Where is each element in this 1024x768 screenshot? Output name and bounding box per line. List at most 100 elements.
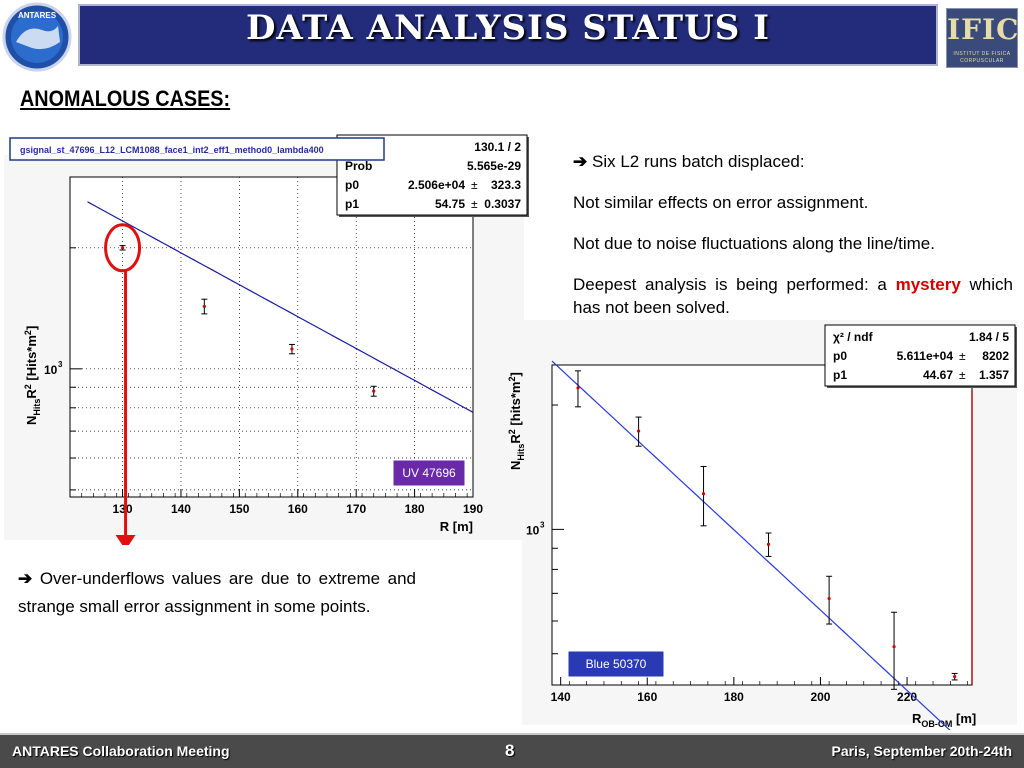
data-point	[765, 532, 772, 557]
right-note-3: Not due to noise fluctuations along the …	[573, 232, 1013, 255]
x-tick-label: 140	[551, 690, 571, 704]
stats-name: Prob	[345, 159, 372, 173]
arrow-right-icon: ➔	[18, 569, 33, 588]
section-heading: ANOMALOUS CASES:	[20, 86, 231, 111]
plot-frame	[69, 176, 474, 498]
x-axis-label-part: R	[912, 711, 922, 726]
ific-logo: IFIC INSTITUT DE FISICA CORPUSCULAR	[946, 8, 1018, 68]
left-note: ➔ Over-underflows values are due to extr…	[18, 565, 416, 621]
y-axis-label-part: 2	[23, 384, 33, 389]
run-tag-label: UV 47696	[402, 466, 456, 480]
stats-value: 1.84 / 5	[969, 330, 1009, 344]
y-axis-label-part: Hits	[32, 399, 42, 416]
left-note-text: Over-underflows values are due to extrem…	[18, 569, 416, 616]
right-note-2-text: Not similar effects on error assignment.	[573, 193, 869, 212]
run-tag-label: Blue 50370	[586, 657, 647, 671]
stats-value: 5.611e+04	[897, 349, 954, 363]
x-tick-label: 150	[229, 502, 249, 516]
data-point	[288, 343, 295, 355]
data-marker	[576, 386, 580, 390]
title-bar	[78, 4, 938, 66]
stats-name: p0	[833, 349, 847, 363]
x-tick-label: 180	[724, 690, 744, 704]
histogram-title-box: gsignal_st_47696_L12_LCM1088_face1_int2_…	[9, 137, 385, 161]
data-point	[370, 385, 377, 397]
footer-bar: ANTARES Collaboration Meeting 8 Paris, S…	[0, 733, 1024, 768]
ific-logo-sub: INSTITUT DE FISICA CORPUSCULAR	[953, 51, 1011, 64]
data-marker	[701, 492, 706, 496]
x-tick-label: 180	[405, 502, 425, 516]
stats-value: 5.565e-29	[467, 159, 521, 173]
data-marker	[202, 304, 206, 308]
x-tick-label: 130	[113, 502, 133, 516]
x-axis-label-part: OB-OM	[921, 719, 952, 729]
stats-name: p1	[345, 197, 359, 211]
data-point	[891, 611, 898, 690]
right-note-4: Deepest analysis is being performed: a m…	[573, 273, 1013, 319]
y-axis-label-part: N	[508, 461, 523, 470]
data-marker	[953, 675, 957, 679]
data-marker	[636, 429, 641, 433]
right-note-3-text: Not due to noise fluctuations along the …	[573, 234, 935, 253]
y-axis-label-part: 2	[23, 330, 33, 335]
data-point	[826, 575, 833, 625]
data-marker	[892, 645, 896, 649]
stats-pm: ±	[471, 178, 478, 192]
x-axis-label: ROB-OM [m]	[912, 711, 976, 729]
antares-logo-text: ANTARES	[18, 11, 57, 20]
x-tick-label: 170	[346, 502, 366, 516]
y-axis-label-part: [hits*m	[508, 382, 523, 430]
x-axis-label: R [m]	[440, 519, 473, 534]
stats-box: χ² / ndf 1.84 / 5 p0 5.611e+04 ±8202 p1 44.67 ±…	[824, 324, 1017, 388]
data-point	[574, 370, 581, 408]
stats-value: 44.67	[923, 368, 953, 382]
plot-frame	[551, 364, 973, 686]
histogram-title: gsignal_st_47696_L12_LCM1088_face1_int2_…	[20, 145, 324, 155]
stats-error: 1.357	[979, 368, 1009, 382]
mystery-word: mystery	[895, 275, 961, 294]
y-tick-label: 10	[44, 363, 58, 377]
stats-name: p1	[833, 368, 847, 382]
x-axis-label-part: [m]	[952, 711, 976, 726]
y-tick-sup: 3	[58, 360, 63, 369]
data-point	[951, 672, 958, 681]
x-tick-label: 220	[897, 690, 917, 704]
data-point	[201, 298, 208, 315]
data-marker	[766, 542, 771, 546]
stats-value: 54.75	[435, 197, 465, 211]
x-tick-label: 190	[463, 502, 483, 516]
stats-error: 8202	[982, 349, 1009, 363]
stats-error: 0.3037	[484, 197, 521, 211]
stats-frame	[824, 324, 1016, 387]
stats-pm: ±	[959, 349, 966, 363]
y-axis-label-part: Hits	[516, 444, 526, 461]
y-axis-label-part: N	[24, 416, 39, 425]
y-axis-label: NHitsR2 [Hits*m2]	[23, 326, 42, 425]
right-note-4-text-a: Deepest analysis is being performed: a	[573, 275, 887, 294]
stats-name: p0	[345, 178, 359, 192]
y-tick-sup: 3	[540, 520, 545, 529]
y-axis-label-part: ]	[24, 326, 39, 330]
stats-value: 2.506e+04	[408, 178, 465, 192]
footer-left: ANTARES Collaboration Meeting	[12, 743, 230, 759]
antares-logo: ANTARES	[2, 2, 72, 72]
histogram-title-frame	[9, 137, 385, 161]
stats-pm: ±	[959, 368, 966, 382]
stats-name: χ² / ndf	[833, 330, 874, 344]
x-tick-label: 200	[810, 690, 830, 704]
page-title: DATA ANALYSIS STATUS I	[245, 8, 771, 48]
fit-line	[551, 360, 951, 730]
y-axis-label-part: [Hits*m	[24, 335, 39, 384]
y-axis-label: NHitsR2 [hits*m2]	[507, 372, 526, 470]
right-note-4-text-b: which has not been solved.	[573, 275, 1013, 317]
page-number: 8	[505, 741, 515, 760]
right-notes: ➔ Six L2 runs batch displaced: Not simil…	[573, 150, 1013, 337]
highlight-circle	[104, 223, 142, 273]
stats-value: 130.1 / 2	[474, 140, 521, 154]
data-point	[119, 245, 126, 251]
fit-line	[87, 201, 474, 413]
